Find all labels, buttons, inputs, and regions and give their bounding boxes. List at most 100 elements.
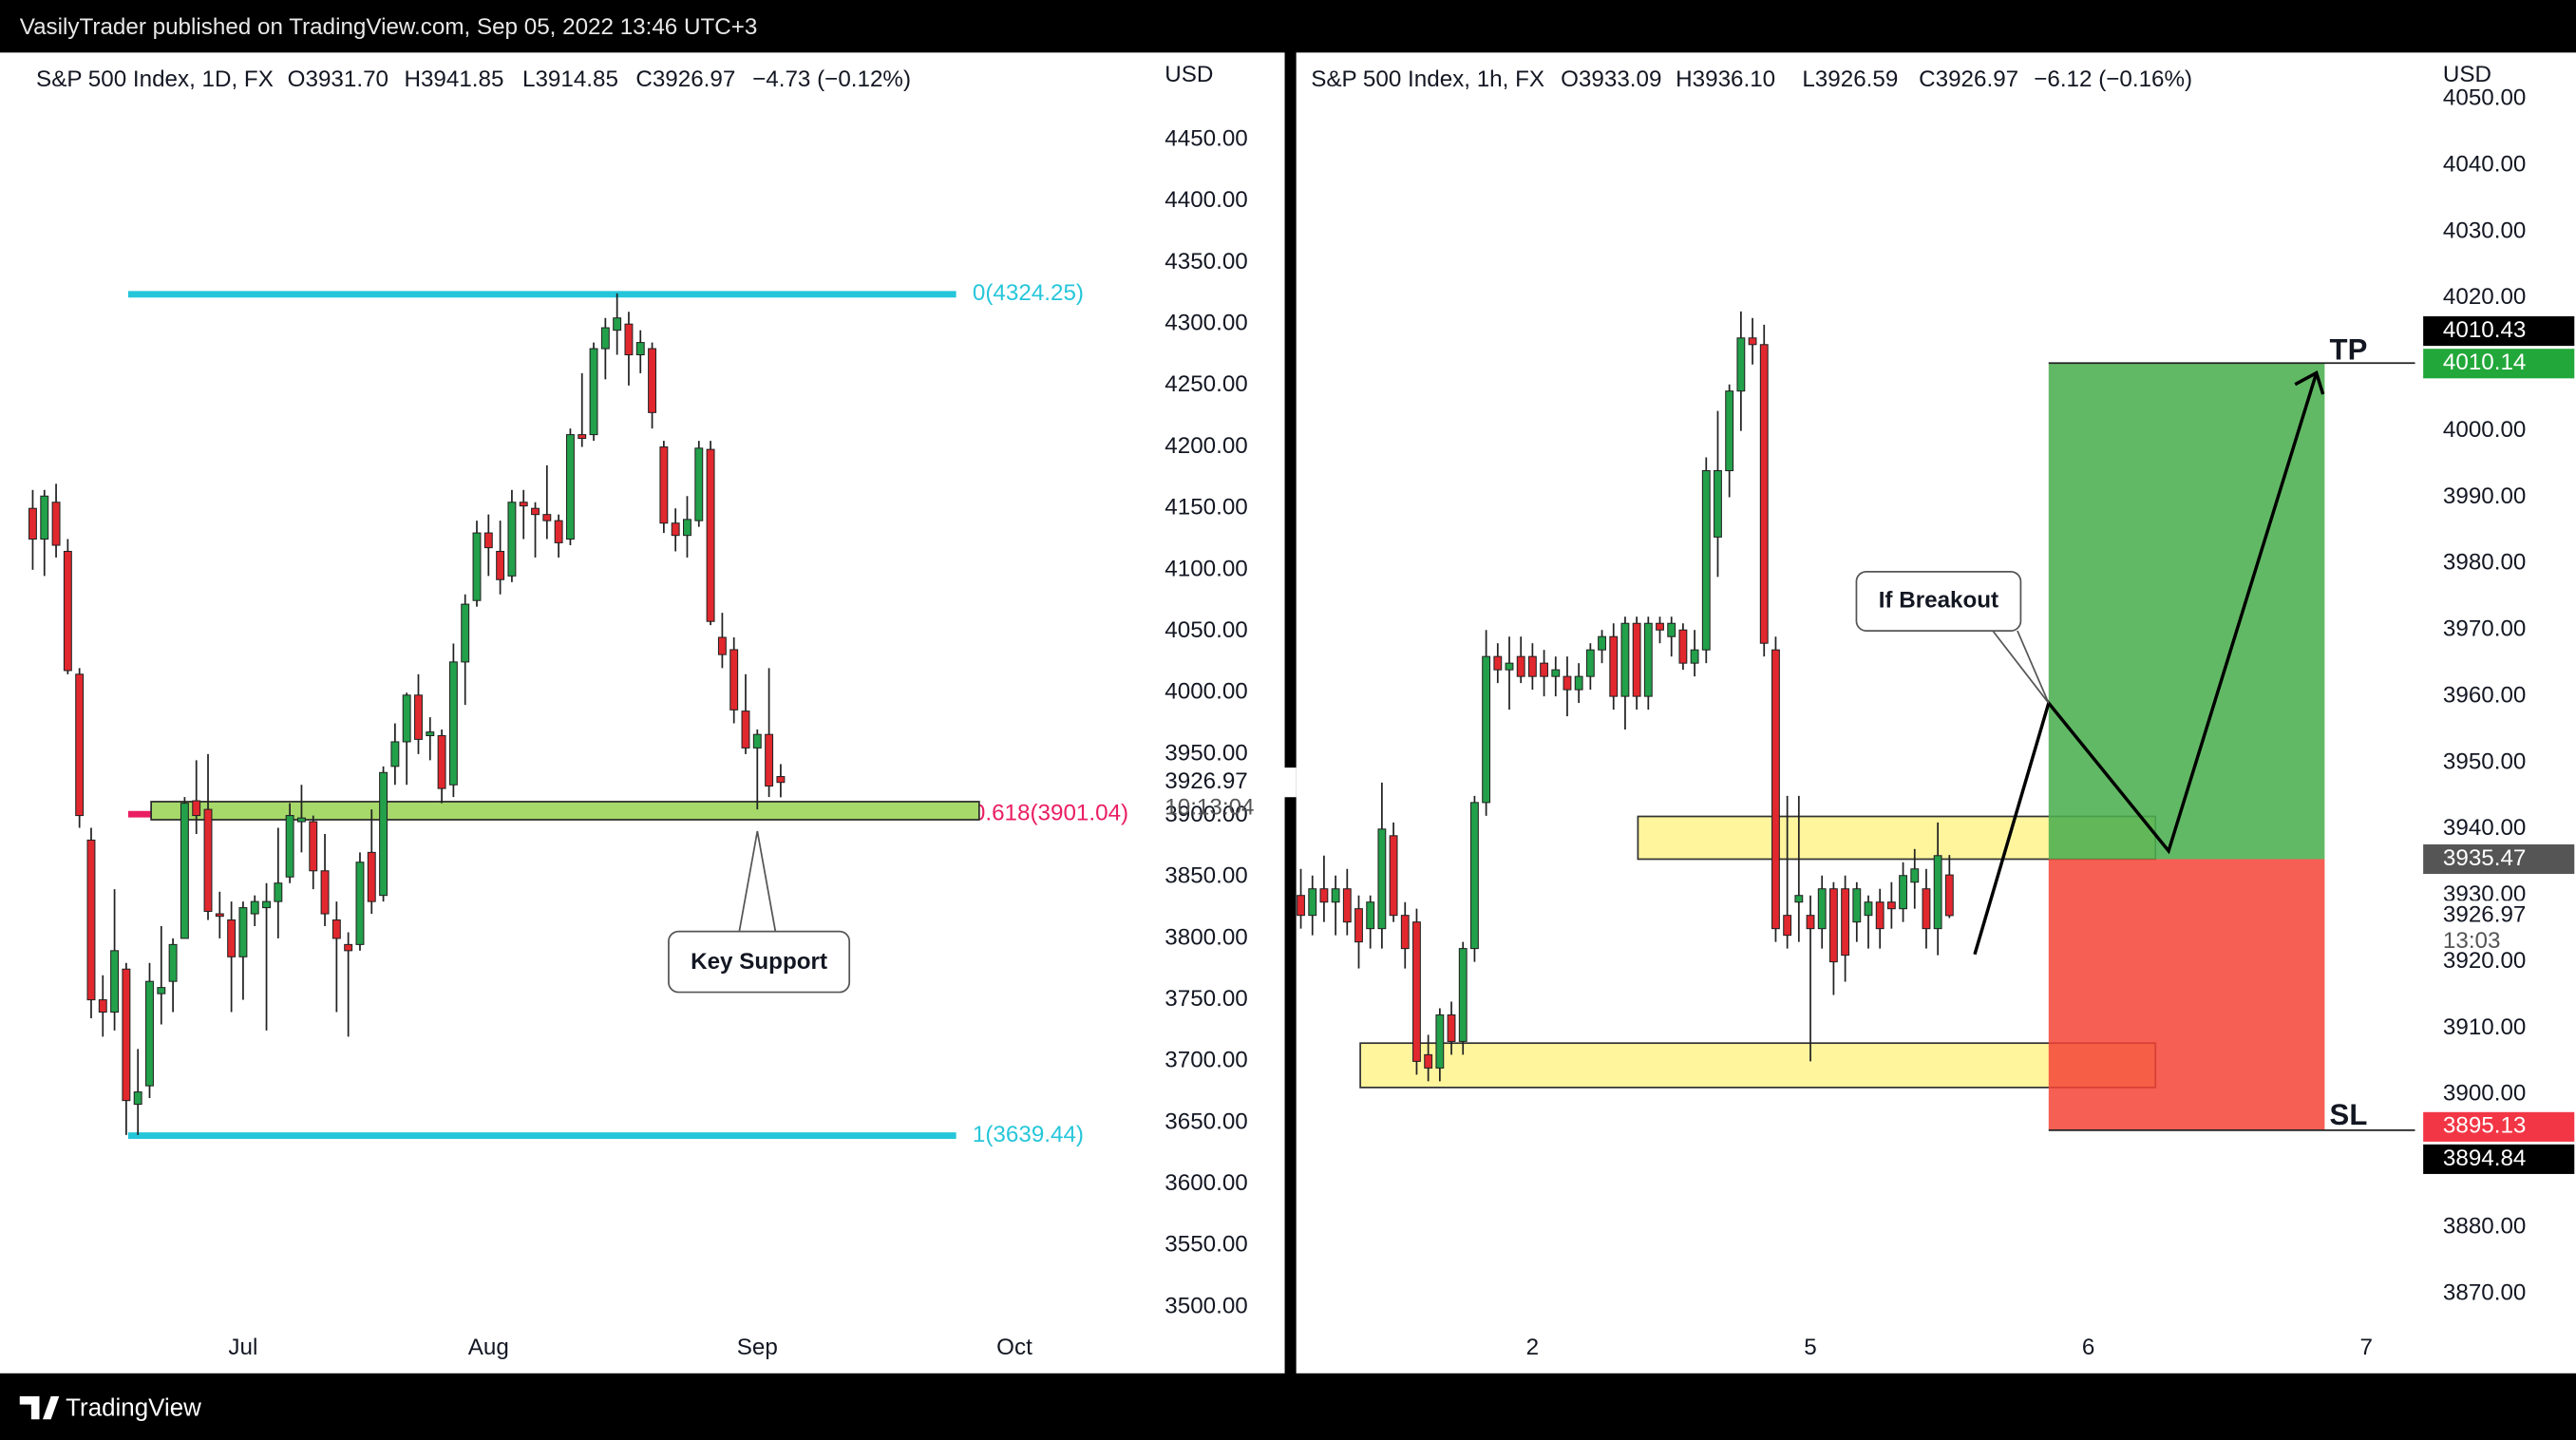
- candle-body: [1297, 895, 1305, 917]
- candle-body: [671, 522, 680, 537]
- publish-header: VasilyTrader published on TradingView.co…: [20, 14, 758, 40]
- candle-body: [1678, 629, 1688, 664]
- candle-body: [1794, 895, 1804, 903]
- y-tick-label: 3870.00: [2443, 1279, 2527, 1305]
- price-tag-label: 3894.84: [2443, 1146, 2527, 1171]
- x-tick-label: 6: [2082, 1335, 2094, 1360]
- candle-body: [367, 851, 376, 902]
- y-tick-label: 3700.00: [1165, 1048, 1248, 1073]
- callout-text: If Breakout: [1879, 587, 1998, 613]
- candle-body: [1864, 901, 1873, 917]
- y-tick-label: 3850.00: [1165, 863, 1248, 889]
- candle-body: [28, 507, 37, 540]
- candle-body: [1424, 1053, 1433, 1069]
- candle-body: [180, 803, 189, 939]
- y-tick-label: 3920.00: [2443, 948, 2527, 974]
- y-tick-label: 4150.00: [1165, 495, 1248, 521]
- candle-body: [578, 434, 587, 439]
- candle-body: [565, 434, 575, 540]
- candle-body: [1435, 1014, 1445, 1069]
- candle-body: [40, 495, 49, 540]
- candle-body: [379, 771, 388, 897]
- loss-zone: [2048, 859, 2325, 1130]
- y-tick-label: 3940.00: [2443, 815, 2527, 841]
- y-tick-label: 3910.00: [2443, 1014, 2527, 1040]
- candle-body: [238, 907, 248, 957]
- candle-body: [1331, 888, 1340, 903]
- candle-body: [1527, 655, 1537, 677]
- candle-body: [1899, 875, 1907, 910]
- candle-body: [227, 919, 237, 957]
- y-tick-label: 4020.00: [2443, 284, 2527, 310]
- candle-body: [168, 943, 178, 982]
- y-tick-label: 3900.00: [1165, 802, 1248, 827]
- price-tag: [2423, 843, 2575, 875]
- candle-body: [203, 808, 213, 912]
- candle-body: [448, 661, 458, 786]
- ohlc-low: L3926.59: [1802, 66, 1898, 92]
- y-tick-label: 4000.00: [1165, 679, 1248, 705]
- candle-body: [296, 817, 306, 823]
- candle-body: [1725, 390, 1734, 472]
- currency: USD: [1165, 62, 1213, 87]
- price-tag: [1145, 767, 1297, 798]
- fib-levels: 0(4324.25) 0.618(3901.04) 1(3639.44): [127, 280, 1128, 1147]
- profit-zone: [2048, 363, 2325, 860]
- candle-body: [1551, 669, 1561, 677]
- y-tick-label: 3600.00: [1165, 1170, 1248, 1196]
- currency: USD: [2443, 62, 2491, 87]
- candle-body: [1470, 802, 1479, 950]
- candle-body: [1714, 470, 1722, 538]
- fib-label: 0.618(3901.04): [973, 801, 1128, 826]
- candle-body: [1458, 948, 1468, 1042]
- price-tag-label: 3926.97: [1165, 768, 1248, 794]
- ohlc-close: C3926.97: [635, 66, 735, 92]
- candle-body: [483, 532, 493, 549]
- y-tick-label: 4050.00: [1165, 617, 1248, 643]
- candle-body: [706, 448, 715, 622]
- candle-body: [1389, 835, 1398, 917]
- candle-body: [1656, 622, 1664, 631]
- candle-body: [542, 514, 552, 521]
- candle-body: [1701, 470, 1711, 651]
- candle-body: [1771, 649, 1780, 930]
- candle-body: [133, 1091, 142, 1106]
- price-tag: [2423, 900, 2575, 931]
- y-tick-label: 4100.00: [1165, 556, 1248, 581]
- price-tag-label: 3895.13: [2443, 1113, 2527, 1139]
- candles: [1297, 311, 1954, 1082]
- candle-body: [1505, 662, 1514, 671]
- candle-body: [426, 731, 435, 737]
- y-tick-label: 4030.00: [2443, 218, 2527, 243]
- candle-body: [110, 950, 120, 1014]
- y-tick-label: 4350.00: [1165, 249, 1248, 275]
- callout-text: Key Support: [691, 949, 827, 975]
- chart-title: S&P 500 Index, 1h, FX: [1311, 66, 1544, 92]
- candle-body: [624, 323, 634, 356]
- candle-body: [309, 821, 318, 872]
- chart-title: S&P 500 Index, 1D, FX: [36, 66, 274, 92]
- candle-body: [1377, 828, 1387, 930]
- candle-body: [729, 649, 739, 711]
- candle-body: [1585, 649, 1595, 677]
- candle-body: [1482, 655, 1491, 804]
- callout-box: [1855, 570, 2022, 632]
- x-tick-label: Oct: [996, 1335, 1032, 1360]
- ohlc-change: −6.12 (−0.16%): [2034, 66, 2192, 92]
- candle-body: [75, 673, 85, 817]
- candle-body: [250, 900, 259, 915]
- y-tick-label: 3960.00: [2443, 682, 2527, 708]
- price-tag-label: 3935.47: [2443, 845, 2527, 871]
- callout-box: [668, 930, 851, 994]
- candle-body: [1319, 888, 1329, 903]
- candle-body: [262, 900, 271, 909]
- y-tick-label: 3550.00: [1165, 1232, 1248, 1258]
- candle-body: [554, 520, 563, 543]
- candle-body: [192, 800, 201, 817]
- candle-body: [1748, 337, 1757, 346]
- candle-body: [1841, 888, 1850, 957]
- candle-body: [98, 999, 107, 1014]
- fib-label: 0(4324.25): [973, 280, 1084, 306]
- candle-body: [355, 862, 365, 945]
- candle-body: [285, 815, 294, 878]
